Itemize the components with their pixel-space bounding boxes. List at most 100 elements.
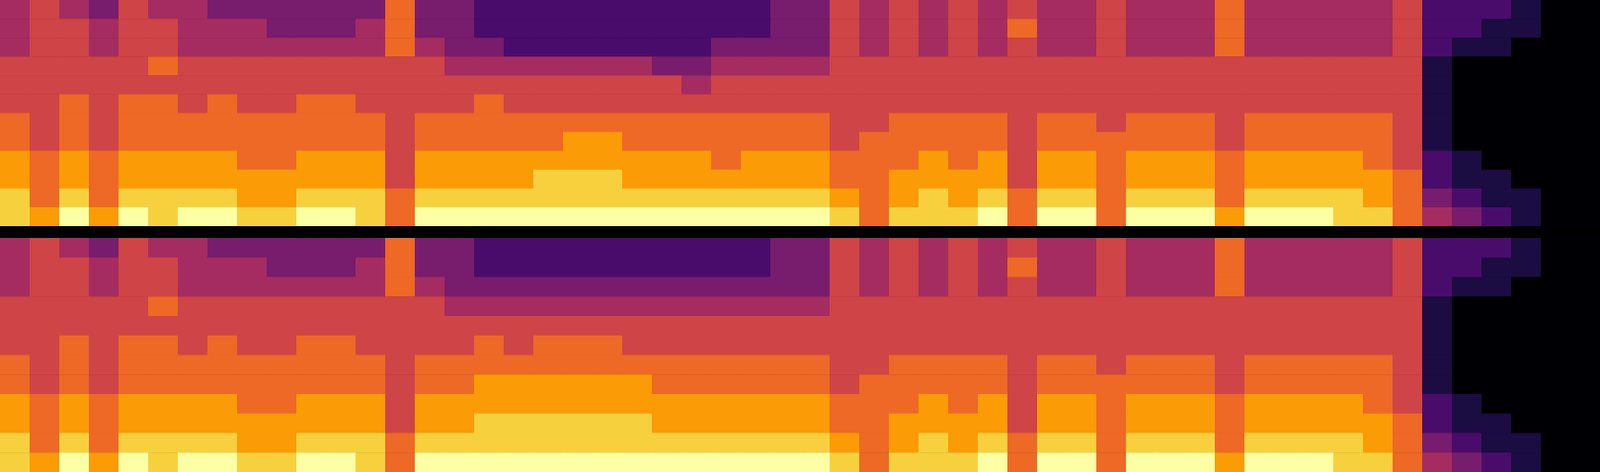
spectrogram-cell — [1185, 452, 1216, 472]
spectrogram-cell — [118, 335, 150, 356]
spectrogram-cell — [1125, 75, 1157, 95]
spectrogram-cell — [385, 296, 416, 317]
spectrogram-cell — [829, 257, 861, 278]
spectrogram-cell — [1570, 374, 1600, 395]
spectrogram-cell — [237, 18, 268, 39]
spectrogram-cell — [503, 93, 535, 114]
spectrogram-cell — [503, 188, 535, 209]
spectrogram-cell — [88, 238, 120, 258]
spectrogram-cell — [829, 374, 861, 395]
spectrogram-cell — [355, 0, 387, 20]
spectrogram-cell — [1214, 188, 1246, 209]
spectrogram-cell — [651, 277, 683, 298]
spectrogram-cell — [1333, 207, 1364, 227]
spectrogram-cell — [681, 277, 713, 298]
spectrogram-cell — [1274, 93, 1305, 114]
spectrogram-cell — [1185, 335, 1216, 356]
spectrogram-cell — [740, 277, 772, 298]
spectrogram-cell — [1037, 277, 1068, 298]
spectrogram-cell — [355, 316, 387, 336]
spectrogram-cell — [1422, 132, 1453, 153]
spectrogram-cell — [1540, 413, 1572, 434]
spectrogram-cell — [88, 257, 120, 278]
spectrogram-cell — [474, 37, 505, 58]
spectrogram-cell — [1185, 394, 1216, 414]
spectrogram-cell — [1540, 56, 1572, 77]
spectrogram-cell — [207, 413, 239, 434]
spectrogram-cell — [770, 188, 801, 209]
spectrogram-cell — [503, 394, 535, 414]
spectrogram-cell — [296, 355, 327, 376]
spectrogram-cell — [562, 188, 594, 209]
spectrogram-cell — [29, 188, 61, 209]
spectrogram-cell — [1155, 296, 1187, 317]
spectrogram-cell — [207, 277, 239, 298]
spectrogram-cell — [829, 132, 861, 153]
spectrogram-cell — [118, 188, 150, 209]
spectrogram-cell — [266, 413, 298, 434]
spectrogram-cell — [562, 0, 594, 20]
spectrogram-cell — [385, 413, 416, 434]
spectrogram-cell — [1333, 394, 1364, 414]
spectrogram-cell — [414, 56, 446, 77]
spectrogram-cell — [29, 316, 61, 336]
spectrogram-cell — [1096, 56, 1127, 77]
spectrogram-cell — [1096, 374, 1127, 395]
spectrogram-cell — [148, 316, 179, 336]
spectrogram-cell — [355, 151, 387, 171]
spectrogram-cell — [1451, 93, 1483, 114]
spectrogram-cell — [800, 452, 831, 472]
spectrogram-cell — [296, 113, 327, 134]
spectrogram-cell — [1066, 413, 1098, 434]
spectrogram-cell — [148, 452, 179, 472]
spectrogram-cell — [207, 18, 239, 39]
spectrogram-cell — [1155, 18, 1187, 39]
spectrogram-cell — [444, 0, 476, 20]
spectrogram-cell — [1570, 0, 1600, 20]
spectrogram-cell — [1362, 316, 1394, 336]
spectrogram-cell — [1333, 433, 1364, 454]
spectrogram-cell — [266, 56, 298, 77]
spectrogram-cell — [859, 355, 890, 376]
spectrogram-cell — [1451, 207, 1483, 227]
spectrogram-cell — [1333, 452, 1364, 472]
spectrogram-cell — [1422, 277, 1453, 298]
spectrogram-cell — [533, 433, 564, 454]
spectrogram-cell — [681, 151, 713, 171]
spectrogram-cell — [503, 257, 535, 278]
spectrogram-cell — [1333, 56, 1364, 77]
spectrogram-cell — [977, 75, 1009, 95]
spectrogram-cell — [325, 56, 357, 77]
spectrogram-cell — [1303, 169, 1335, 190]
spectrogram-cell — [266, 93, 298, 114]
spectrogram-cell — [59, 169, 90, 190]
spectrogram-cell — [651, 355, 683, 376]
spectrogram-cell — [740, 433, 772, 454]
spectrogram-cell — [1540, 37, 1572, 58]
spectrogram-cell — [177, 335, 209, 356]
spectrogram-cell — [1185, 374, 1216, 395]
spectrogram-cell — [1333, 355, 1364, 376]
spectrogram-cell — [651, 93, 683, 114]
spectrogram-cell — [1303, 132, 1335, 153]
spectrogram-cell — [296, 413, 327, 434]
spectrogram-cell — [859, 238, 890, 258]
spectrogram-cell — [1481, 433, 1513, 454]
spectrogram-cell — [207, 56, 239, 77]
spectrogram-cell — [770, 335, 801, 356]
spectrogram-cell — [1155, 75, 1187, 95]
spectrogram-cell — [562, 207, 594, 227]
spectrogram-cell — [148, 335, 179, 356]
spectrogram-cell — [474, 207, 505, 227]
spectrogram-cell — [1185, 113, 1216, 134]
spectrogram-cell — [118, 277, 150, 298]
spectrogram-cell — [1422, 433, 1453, 454]
spectrogram-cell — [59, 18, 90, 39]
spectrogram-cell — [859, 93, 890, 114]
spectrogram-cell — [977, 169, 1009, 190]
spectrogram-cell — [829, 207, 861, 227]
spectrogram-cell — [740, 0, 772, 20]
spectrogram-cell — [148, 296, 179, 317]
spectrogram-cell — [88, 374, 120, 395]
spectrogram-cell — [325, 188, 357, 209]
